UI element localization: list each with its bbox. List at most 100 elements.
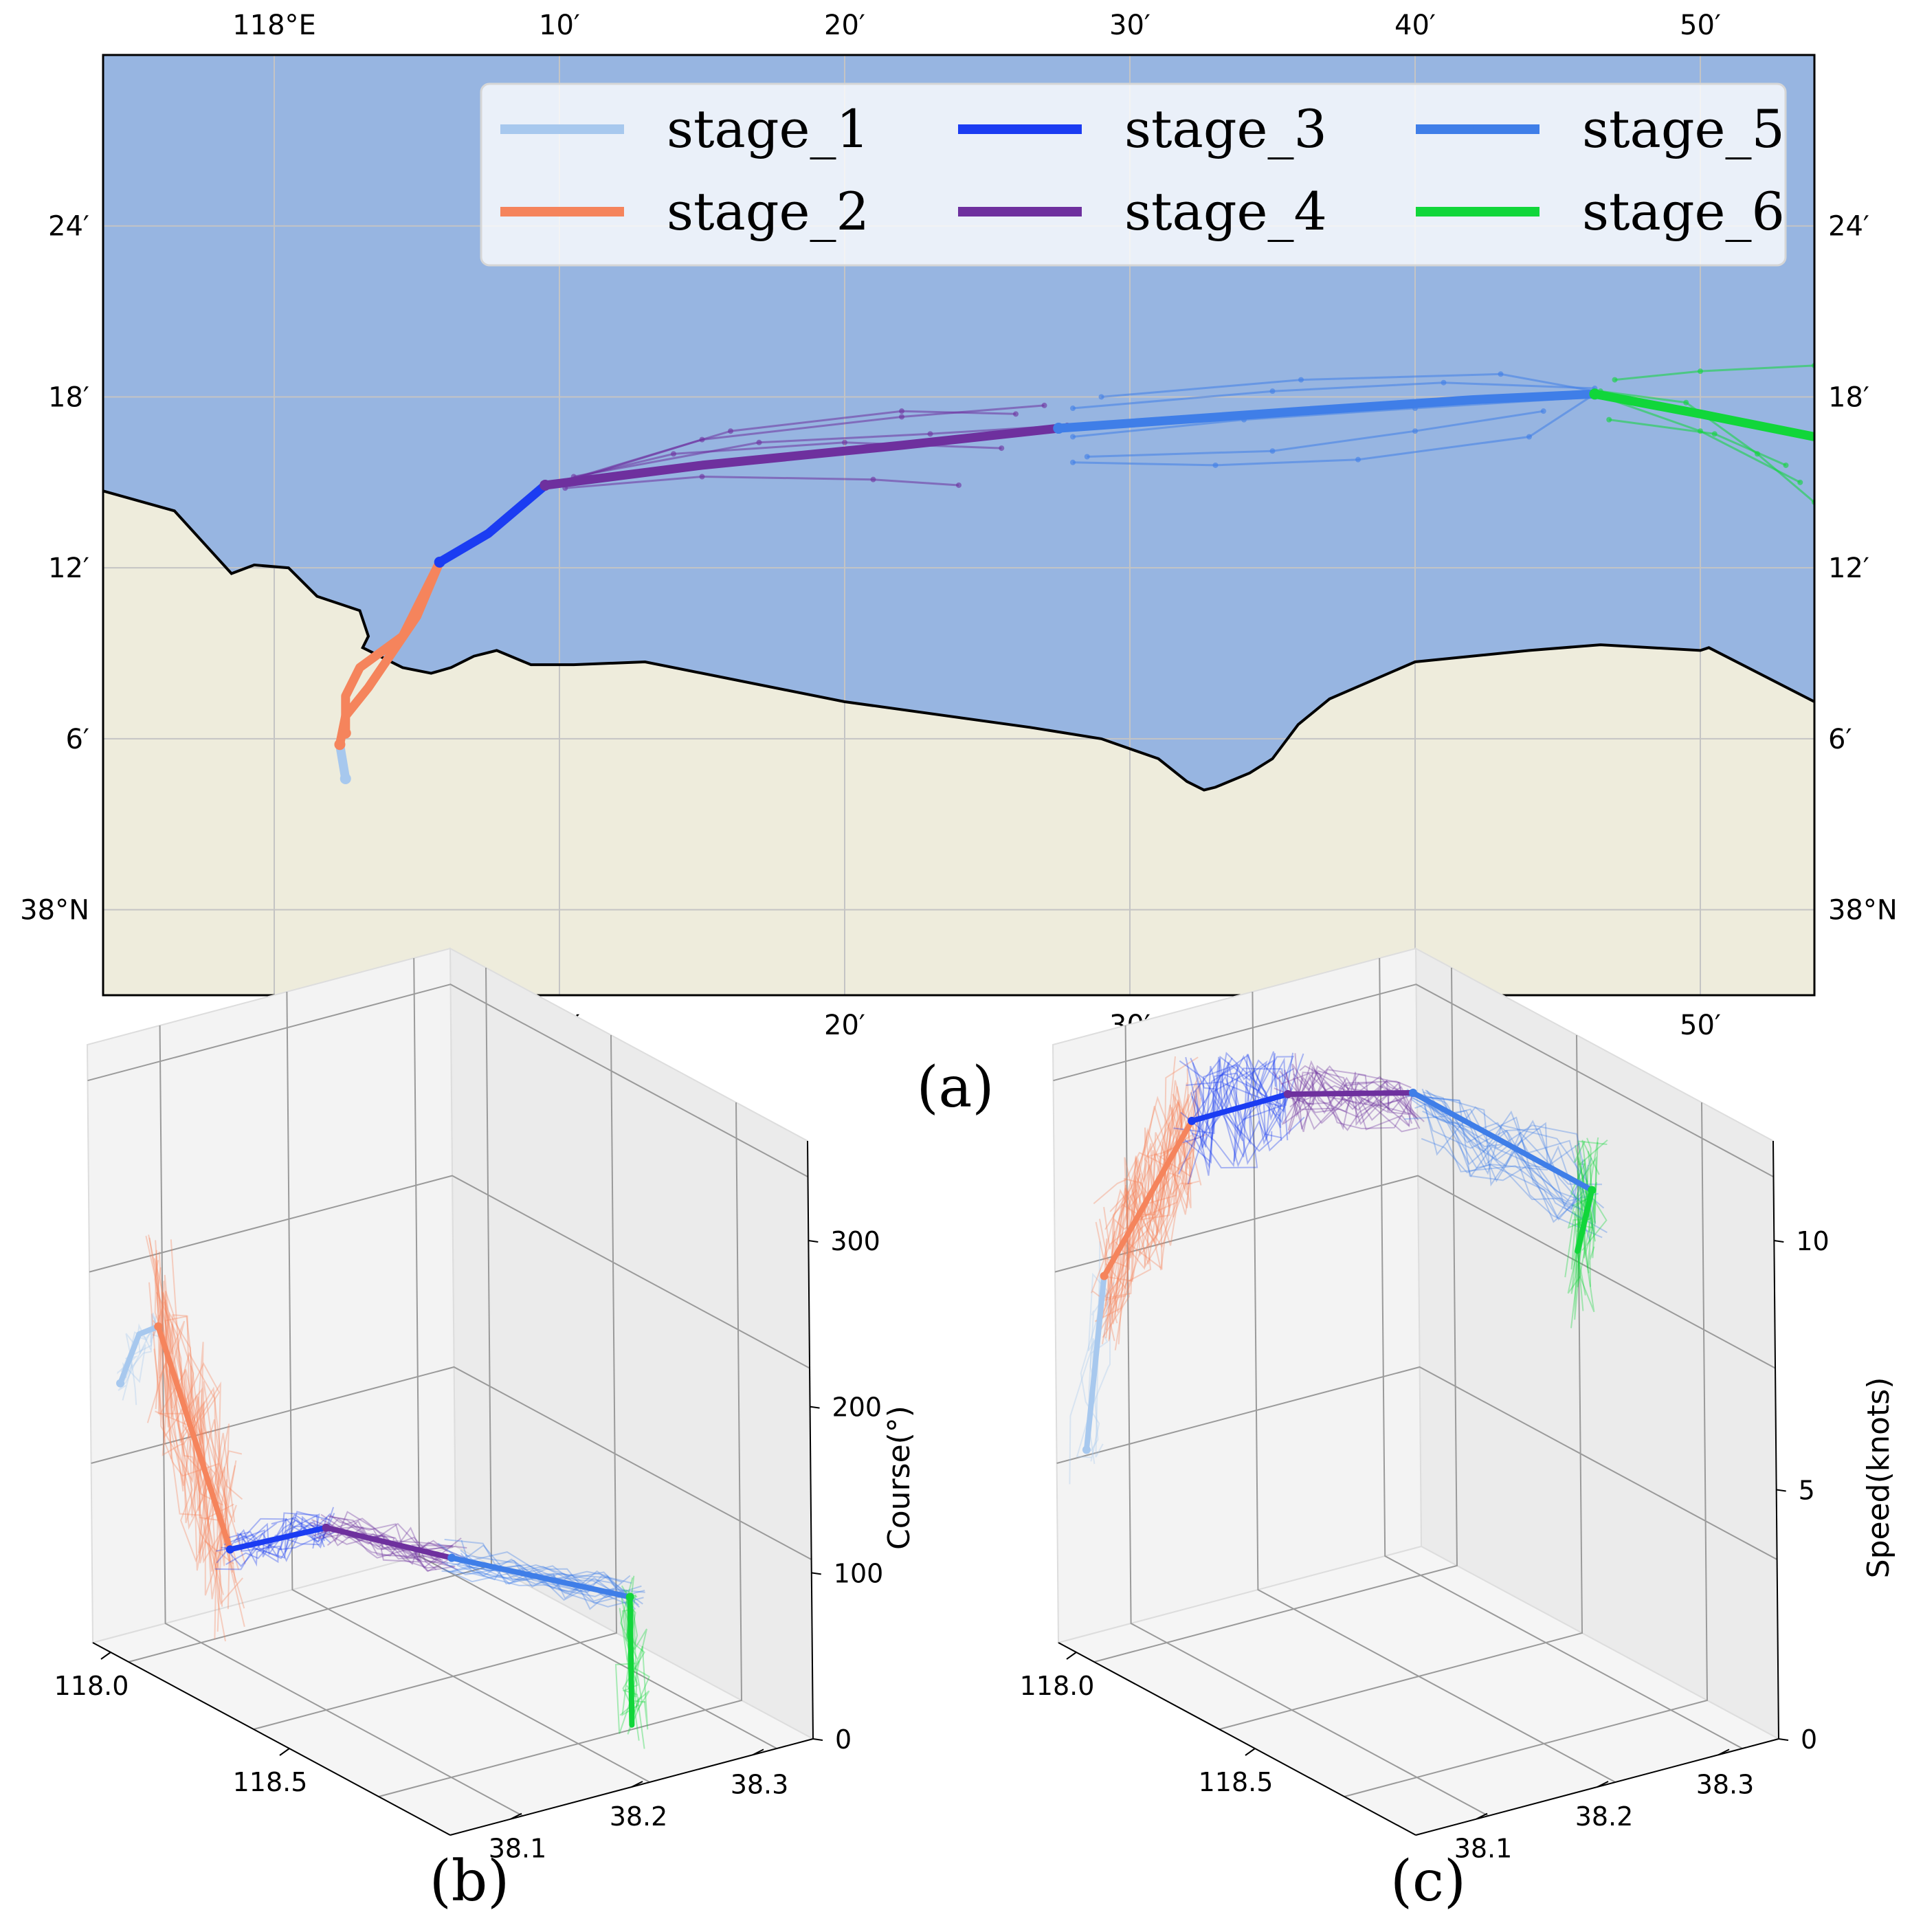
faint-track-stage_6	[619, 1608, 650, 1708]
x-tick-mark	[100, 1652, 111, 1660]
faint-track-stage_4	[1281, 1069, 1419, 1125]
faint-track-stage_3	[1180, 1102, 1305, 1168]
faint-track-point	[899, 408, 904, 414]
faint-track-stage_6	[1574, 1142, 1599, 1320]
y-tick-label: 38.2	[1575, 1801, 1634, 1832]
faint-track-point	[927, 431, 933, 437]
track-stage_1	[335, 740, 351, 784]
faint-track-stage_2	[1108, 1142, 1189, 1342]
faint-track-point	[1269, 448, 1276, 454]
faint-track-point	[1084, 454, 1090, 460]
track-point-stage_6	[625, 1592, 634, 1601]
faint-track-stage_5	[1421, 1089, 1579, 1219]
faint-track-stage_2	[158, 1252, 227, 1553]
legend-label-stage_6: stage_6	[1582, 181, 1785, 242]
z-tick-mark	[812, 1738, 823, 1741]
y-tick-right: 6′	[1828, 724, 1852, 755]
faint-track-stage_5	[1409, 1089, 1603, 1186]
grid-line-x	[253, 1034, 618, 1730]
faint-track-point	[756, 439, 762, 445]
faint-track-stage_2	[1098, 1101, 1183, 1313]
legend-label-stage_1: stage_1	[667, 98, 869, 159]
y-tick-labels-left: 24′ 18′ 12′ 6′ 38°N	[20, 211, 89, 926]
faint-track-stage_2	[1111, 1056, 1199, 1306]
faint-track-stage_2	[1109, 1107, 1189, 1340]
faint-track-point	[1441, 379, 1447, 386]
y-tick-label: 38.1	[1454, 1834, 1513, 1864]
faint-track-stage_2	[164, 1290, 224, 1632]
faint-trajectories	[1069, 1051, 1608, 1485]
faint-track-stage_2	[164, 1315, 236, 1572]
legend-swatch-marker	[1015, 207, 1025, 216]
y-tick-right: 12′	[1828, 553, 1869, 584]
track-stage_6	[1590, 389, 1814, 441]
x-tick-top: 20′	[824, 10, 865, 41]
faint-track-stage_2	[1104, 1090, 1195, 1257]
track-stage_4	[540, 423, 1063, 490]
faint-track-stage_4	[1293, 1065, 1418, 1107]
faint-track-point	[842, 439, 847, 445]
faint-track-stage_2	[162, 1365, 223, 1572]
faint-track-stage_2	[1114, 1068, 1192, 1324]
panel-a-map: 118°E 10′ 20′ 30′ 40′ 50′ 118°E 10′ 20′ 30′ 40′ 50…	[20, 10, 1898, 1120]
faint-track-stage_4	[310, 1526, 443, 1563]
x-tick-label: 118.0	[1020, 1671, 1095, 1701]
faint-track-stage_4	[1302, 1074, 1404, 1118]
z-tick-label: 200	[832, 1392, 882, 1423]
faint-track-stage_2	[1111, 1082, 1197, 1267]
faint-track-point	[1783, 462, 1789, 468]
faint-track-stage_2	[155, 1292, 236, 1584]
faint-track-stage_1	[117, 1315, 157, 1375]
faint-track-stage_2	[1109, 1137, 1195, 1258]
axis-ticks: 118.0 118.5 38.1 38.2 38.3 0 100 200 300	[54, 1140, 883, 1864]
faint-track-stage_3	[1191, 1086, 1289, 1166]
faint-track-stage_4	[310, 1524, 462, 1569]
faint-track-point	[1098, 394, 1104, 400]
faint-track-stage_4	[1280, 1072, 1404, 1107]
y-tick-label: 38.1	[489, 1834, 547, 1864]
z-tick-label: 5	[1799, 1476, 1815, 1506]
faint-track-stage_5	[1423, 1102, 1583, 1223]
track-point-stage_1	[1082, 1445, 1091, 1454]
faint-track-point	[1298, 377, 1304, 383]
faint-track-stage_3	[1187, 1054, 1282, 1185]
faint-track-stage_2	[146, 1362, 234, 1565]
faint-track-stage_3	[1190, 1058, 1276, 1137]
grid-line-z	[1056, 1366, 1778, 1560]
faint-track-stage_4	[311, 1519, 443, 1561]
axes-3d-box	[1052, 947, 1781, 1836]
x-tick-bottom: 20′	[824, 1010, 865, 1041]
faint-track-stage_5	[460, 1549, 642, 1602]
faint-track-stage_2	[1091, 1127, 1192, 1293]
x-tick-bottom: 50′	[1680, 1010, 1721, 1041]
grid-line-x	[1093, 967, 1458, 1663]
track-point-stage_6	[1589, 388, 1601, 400]
z-axis-label: Course(°)	[882, 1406, 917, 1550]
track-point-stage_3	[1188, 1116, 1197, 1125]
faint-track-stage_4	[329, 1515, 449, 1559]
faint-track-stage_4	[1299, 1065, 1417, 1100]
faint-track-stage_2	[1105, 1155, 1200, 1291]
faint-track-stage_2	[148, 1282, 222, 1485]
faint-track-stage_2	[157, 1280, 223, 1607]
track-point-stage_5	[1409, 1089, 1417, 1097]
z-tick-mark	[810, 1406, 820, 1409]
faint-track-stage_2	[168, 1324, 230, 1566]
faint-track-stage_5	[460, 1540, 631, 1610]
grid-line-x	[1344, 1102, 1709, 1797]
faint-track-point	[1212, 462, 1219, 468]
z-tick-mark	[811, 1572, 821, 1575]
faint-track-stage_5	[1408, 1094, 1583, 1202]
track-stage_5	[1054, 389, 1599, 433]
track-stage_2	[155, 1324, 233, 1553]
track-stage_1	[118, 1324, 162, 1386]
track-stage_1	[1083, 1273, 1107, 1453]
faint-track-point	[999, 445, 1005, 452]
y-tick-left: 12′	[48, 553, 89, 584]
grid-line-z	[1053, 984, 1774, 1178]
y-tick-mark	[1597, 1781, 1609, 1788]
axes-3d-box	[86, 947, 815, 1836]
faint-track-point	[1269, 388, 1276, 395]
z-tick-label: 10	[1796, 1226, 1829, 1256]
